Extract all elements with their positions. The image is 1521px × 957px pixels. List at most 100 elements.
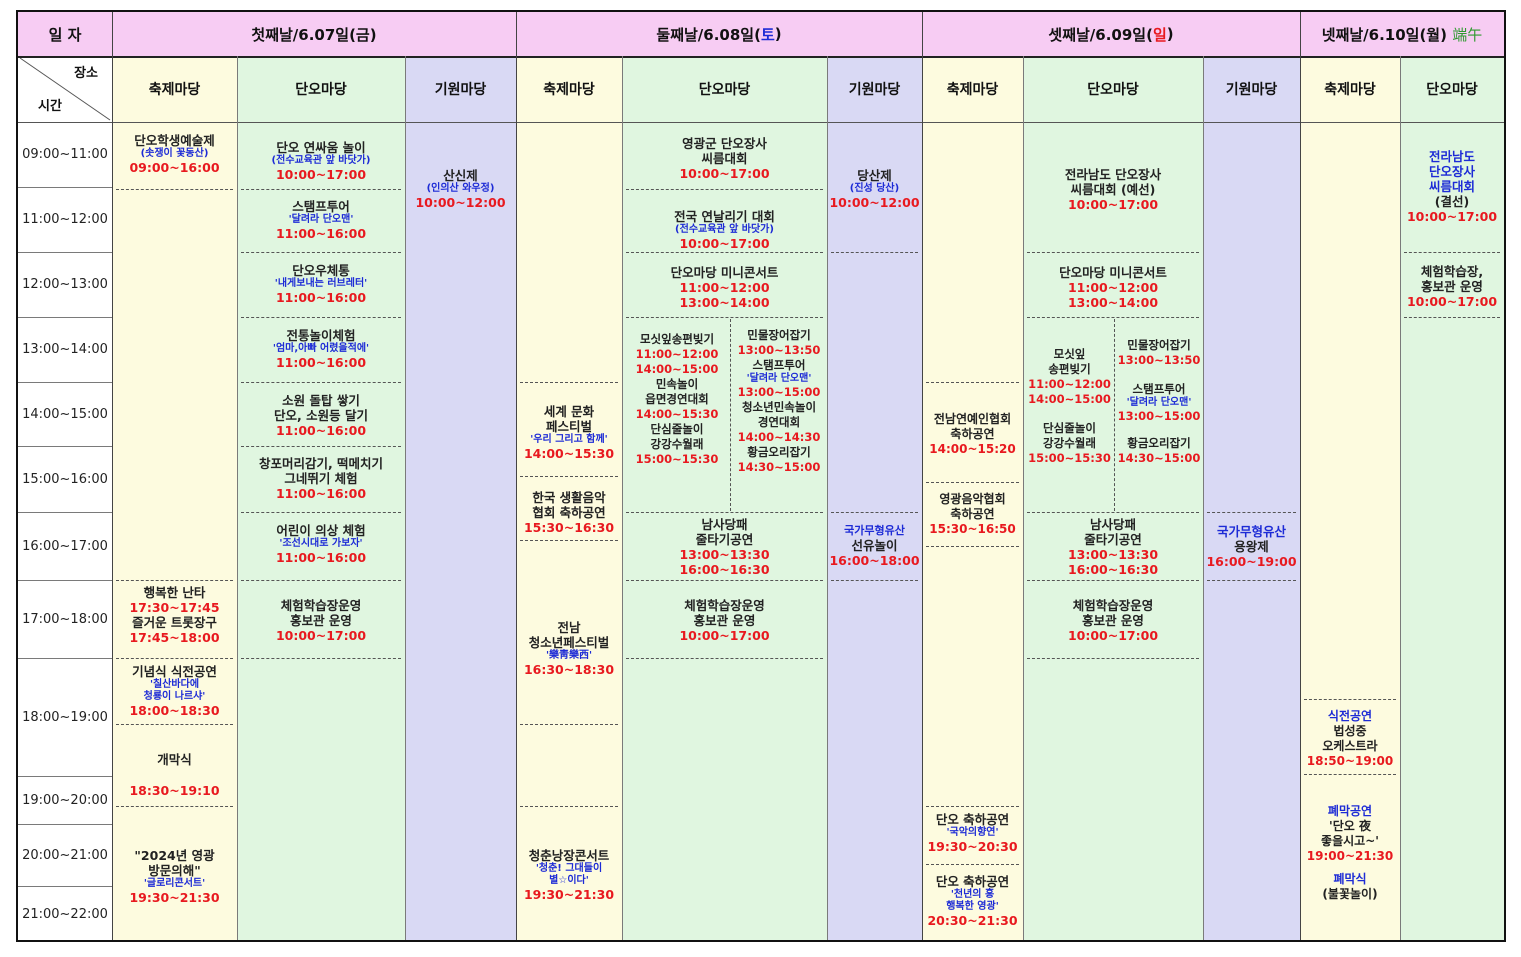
event-mini-concert: 단오마당 미니콘서트 11:00~12:00 13:00~14:00 <box>670 265 779 310</box>
time-slot: 17:00~18:00 <box>22 611 108 627</box>
separator <box>1404 252 1500 253</box>
event-eel-catch-stamp-tour: 민물장어잡기 13:00~13:50 스탬프투어 '달려라 단오맨' 13:00… <box>737 328 821 474</box>
separator <box>116 658 233 659</box>
event-national-kite-contest: 전국 연날리기 대회 (전수교육관 앞 바닷가) 10:00~17:00 <box>674 209 775 251</box>
separator <box>241 658 401 659</box>
event-songpyeon-ganggang: 모싯잎 송편빚기 11:00~12:00 14:00~15:00 단심줄놀이 강… <box>1028 347 1111 465</box>
separator <box>926 806 1019 807</box>
separator <box>1027 580 1199 581</box>
separator <box>926 864 1019 865</box>
separator <box>626 658 823 659</box>
venue-day1-prayer: 기원마당 <box>434 82 487 98</box>
separator <box>116 189 233 190</box>
event-sansinje: 산신제 (인의산 와우정) 10:00~12:00 <box>415 168 506 210</box>
separator <box>116 806 233 807</box>
diagonal-line <box>19 57 111 121</box>
time-slot: 19:00~20:00 <box>22 792 108 808</box>
separator <box>241 512 401 513</box>
column-divider <box>1023 56 1024 940</box>
column-divider <box>827 56 828 940</box>
separator <box>520 724 618 725</box>
day1-festival-column <box>112 56 237 940</box>
event-seonyu-nori: 국가무형유산 선유놀이 16:00~18:00 <box>829 524 920 568</box>
day1-prayer-column <box>405 56 516 940</box>
separator <box>1304 699 1396 700</box>
column-divider <box>516 12 517 940</box>
separator <box>241 382 401 383</box>
event-opening-ceremony: 개막식 18:30~19:10 <box>129 752 220 798</box>
event-experience-booth: 체험학습장운영 홍보관 운영 10:00~17:00 <box>1067 598 1159 643</box>
event-dano-mailbox: 단오우체통 '내게보내는 러브레터' 11:00~16:00 <box>274 263 368 305</box>
saturday-mark: 토 <box>760 25 775 44</box>
separator <box>626 252 823 253</box>
column-divider <box>237 56 238 940</box>
event-eel-catch-stamp-tour: 민물장어잡기 13:00~13:50 스탬프투어 '달려라 단오맨' 13:00… <box>1117 338 1201 465</box>
event-yongwangje: 국가무형유산 용왕제 16:00~19:00 <box>1206 524 1297 569</box>
separator <box>1027 252 1199 253</box>
time-column <box>18 56 112 940</box>
separator <box>241 252 401 253</box>
event-youth-festival: 전남 청소년페스티벌 '樂靑樂西' 16:30~18:30 <box>523 620 615 677</box>
separator <box>926 382 1019 383</box>
column-divider <box>622 56 623 940</box>
separator <box>1207 512 1296 513</box>
corner-cell: 장소 시간 <box>18 56 112 122</box>
event-kids-costume: 어린이 의상 체험 '조선시대로 가보자' 11:00~16:00 <box>275 523 367 565</box>
event-youth-romance-concert: 청춘낭장콘서트 '청춘! 그대들이 별☆이다' 19:30~21:30 <box>523 848 615 902</box>
event-traditional-games: 전통놀이체험 '엄마,아빠 어렸을적에' 11:00~16:00 <box>272 328 370 370</box>
festival-schedule-table: 일 자 첫째날/6.07일(금) 둘째날/6.08일(토) 셋째날/6.09일(… <box>16 10 1506 942</box>
venue-day3-festival: 축제마당 <box>946 82 999 98</box>
separator <box>831 580 918 581</box>
day3-festival-column <box>922 56 1023 940</box>
venue-divider <box>18 122 1504 123</box>
event-experience-booth: 체험학습장, 홍보관 운영 10:00~17:00 <box>1406 264 1498 309</box>
sunday-mark: 일 <box>1152 25 1167 44</box>
separator <box>1404 317 1500 318</box>
day1-dano-column <box>237 56 405 940</box>
event-student-art-festival: 단오학생예술제 (솟쟁이 꽃동산) 09:00~16:00 <box>129 133 220 175</box>
separator <box>1207 580 1296 581</box>
header-divider <box>18 56 1504 58</box>
event-life-music-association: 한국 생활음악 협회 축하공연 15:30~16:30 <box>523 490 615 535</box>
time-slot: 18:00~19:00 <box>22 709 108 725</box>
venue-day3-prayer: 기원마당 <box>1225 82 1278 98</box>
separator <box>520 382 618 383</box>
separator <box>626 317 823 318</box>
event-nanta-trot: 행복한 난타 17:30~17:45 즐거운 트롯장구 17:45~18:00 <box>129 585 220 645</box>
separator <box>831 512 918 513</box>
event-wish-tower: 소원 돌탑 쌓기 단오, 소원등 달기 11:00~16:00 <box>274 393 368 438</box>
event-music-association: 영광음악협회 축하공연 15:30~16:50 <box>929 492 1016 536</box>
separator <box>730 319 731 511</box>
event-mini-concert: 단오마당 미니콘서트 11:00~12:00 13:00~14:00 <box>1059 265 1167 310</box>
time-slot: 13:00~14:00 <box>22 342 108 357</box>
separator <box>626 512 823 513</box>
event-namsadang-tightrope: 남사당패 줄타기공연 13:00~13:30 16:00~16:30 <box>1067 517 1159 577</box>
venue-day2-prayer: 기원마당 <box>848 82 901 98</box>
corner-place-label: 장소 <box>74 66 98 81</box>
event-dangsanje: 당산제 (진성 당산) 10:00~12:00 <box>829 168 920 210</box>
separator <box>241 580 401 581</box>
separator <box>520 476 618 477</box>
column-divider <box>1300 12 1301 940</box>
time-slot: 09:00~11:00 <box>22 147 108 162</box>
venue-day4-festival: 축제마당 <box>1324 82 1376 98</box>
column-divider <box>405 56 406 940</box>
time-slot: 14:00~15:00 <box>22 406 108 422</box>
day2-prayer-column <box>827 56 922 940</box>
separator <box>626 189 823 190</box>
time-slot: 15:00~16:00 <box>22 471 108 487</box>
time-divider <box>18 187 112 188</box>
day2-dano-column <box>622 56 827 940</box>
time-slot: 20:00~21:00 <box>22 847 108 863</box>
time-divider <box>18 580 112 581</box>
day2-festival-column <box>516 56 622 940</box>
day4-festival-column <box>1300 56 1400 940</box>
time-divider <box>18 776 112 777</box>
separator <box>116 580 233 581</box>
separator <box>241 317 401 318</box>
time-divider <box>18 446 112 447</box>
event-gugak-celebration: 단오 축하공연 '국악의향연' 19:30~20:30 <box>927 812 1018 854</box>
day2-header: 둘째날/6.08일(토) <box>656 25 782 44</box>
column-divider <box>1400 56 1401 940</box>
separator <box>1304 774 1396 775</box>
